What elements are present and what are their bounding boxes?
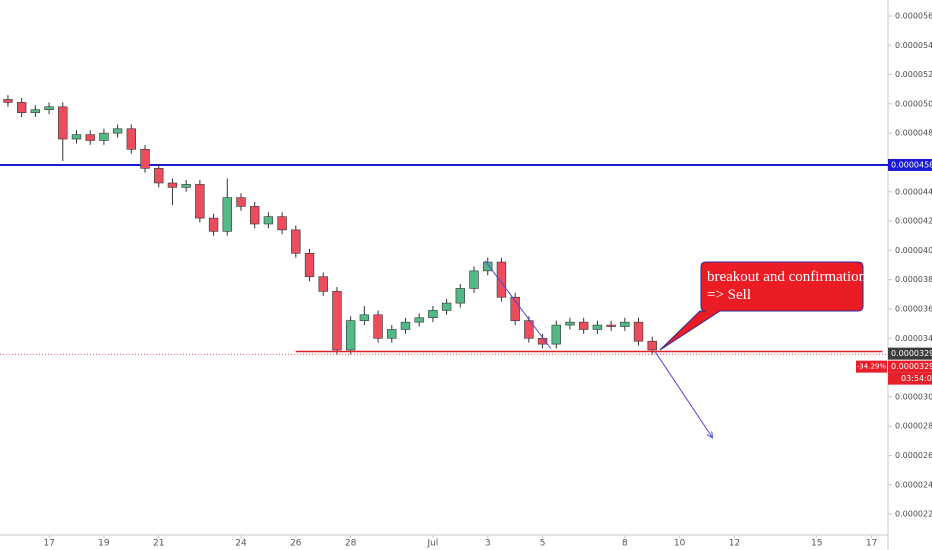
candle-body xyxy=(30,109,41,113)
candle-body xyxy=(3,99,13,103)
candle-body xyxy=(236,197,246,207)
candle-body xyxy=(222,197,232,232)
y-tick-label: 0.00003000 xyxy=(895,392,932,401)
callout-text: => Sell xyxy=(707,287,751,303)
x-tick-label: Jul xyxy=(426,539,438,549)
candle-body xyxy=(195,184,205,219)
candle-body xyxy=(387,329,397,339)
candle-body xyxy=(578,321,589,330)
candle-body xyxy=(318,276,328,292)
x-tick-label: 8 xyxy=(622,539,628,549)
candle-body xyxy=(208,217,219,232)
level-label-bg xyxy=(888,158,932,171)
candle-body xyxy=(620,321,630,327)
x-tick-label: 28 xyxy=(345,539,357,549)
trend-line xyxy=(484,260,552,349)
candle-body xyxy=(400,321,411,330)
candle-body xyxy=(44,106,54,111)
y-tick-label: 0.00003600 xyxy=(895,304,932,313)
candle-body xyxy=(373,314,383,339)
candle-body xyxy=(565,321,575,326)
y-tick-label: 0.00004800 xyxy=(895,129,932,138)
candle-body xyxy=(99,132,109,141)
last-price-label: 0.00003295 xyxy=(891,349,932,358)
countdown-bg xyxy=(888,372,932,385)
y-tick-label: 0.00003400 xyxy=(895,334,932,343)
candle-body xyxy=(551,324,561,345)
trend-line xyxy=(654,351,713,437)
candle-body xyxy=(592,324,603,330)
last-price-bg xyxy=(888,347,932,360)
candle-body xyxy=(291,229,301,254)
candle-body xyxy=(414,317,424,323)
candle-body xyxy=(16,102,27,113)
candle-body xyxy=(71,134,82,140)
candle-body xyxy=(332,291,342,351)
y-tick-label: 0.00004400 xyxy=(895,187,932,196)
countdown-label: 03:54:05 xyxy=(901,374,932,383)
x-tick-label: 10 xyxy=(674,539,686,549)
candle-body xyxy=(277,216,287,231)
y-tick-label: 0.00002400 xyxy=(895,480,932,489)
callout-text: breakout and confirmation xyxy=(707,269,867,285)
x-tick-label: 26 xyxy=(290,539,302,549)
change-label: -34.29% xyxy=(857,363,887,371)
candle-body xyxy=(483,261,493,272)
y-tick-label: 0.00002800 xyxy=(895,422,932,431)
candle-body xyxy=(496,261,507,298)
change-bg xyxy=(856,360,887,373)
current-price-bg xyxy=(888,360,932,373)
y-tick-label: 0.00002600 xyxy=(895,451,932,460)
candle-body xyxy=(167,182,178,188)
candle-body xyxy=(112,128,123,134)
candle-body xyxy=(524,320,534,339)
x-tick-label: 17 xyxy=(43,539,54,549)
y-tick-label: 0.00003800 xyxy=(895,275,932,284)
candle-body xyxy=(441,302,452,311)
candle-body xyxy=(263,216,274,225)
y-tick-label: 0.00002200 xyxy=(895,510,932,519)
candle-body xyxy=(85,134,95,141)
y-tick-label: 0.00004200 xyxy=(895,217,932,226)
y-tick-label: 0.00005000 xyxy=(895,99,932,108)
candle-body xyxy=(647,340,657,351)
candle-body xyxy=(606,324,616,327)
candle-body xyxy=(181,184,191,188)
candle-body xyxy=(633,321,644,342)
candle-body xyxy=(510,296,520,321)
callout-box xyxy=(659,261,864,351)
x-tick-label: 17 xyxy=(866,539,877,549)
x-tick-label: 3 xyxy=(485,539,491,549)
candle-body xyxy=(140,148,150,169)
candle-body xyxy=(250,206,260,225)
x-tick-label: 15 xyxy=(811,539,822,549)
y-tick-label: 0.00004000 xyxy=(895,246,932,255)
x-tick-label: 24 xyxy=(235,539,247,549)
candle-body xyxy=(469,270,479,289)
candle-body xyxy=(58,106,68,140)
candle-body xyxy=(359,314,370,321)
x-tick-label: 5 xyxy=(540,539,546,549)
current-price-label: 0.00003291 xyxy=(891,362,932,371)
y-tick-label: 0.00005600 xyxy=(895,11,932,20)
candle-body xyxy=(455,288,465,304)
level-label: 0.00004583 xyxy=(891,160,932,169)
x-tick-label: 12 xyxy=(729,539,740,549)
candle-body xyxy=(345,320,356,351)
x-tick-label: 19 xyxy=(98,539,110,549)
y-tick-label: 0.00005200 xyxy=(895,70,932,79)
y-tick-label: 0.00005400 xyxy=(895,41,932,50)
candle-body xyxy=(154,168,164,184)
candle-body xyxy=(304,252,315,278)
candle-body xyxy=(428,310,438,319)
candle-body xyxy=(126,128,137,150)
x-tick-label: 21 xyxy=(153,539,164,549)
